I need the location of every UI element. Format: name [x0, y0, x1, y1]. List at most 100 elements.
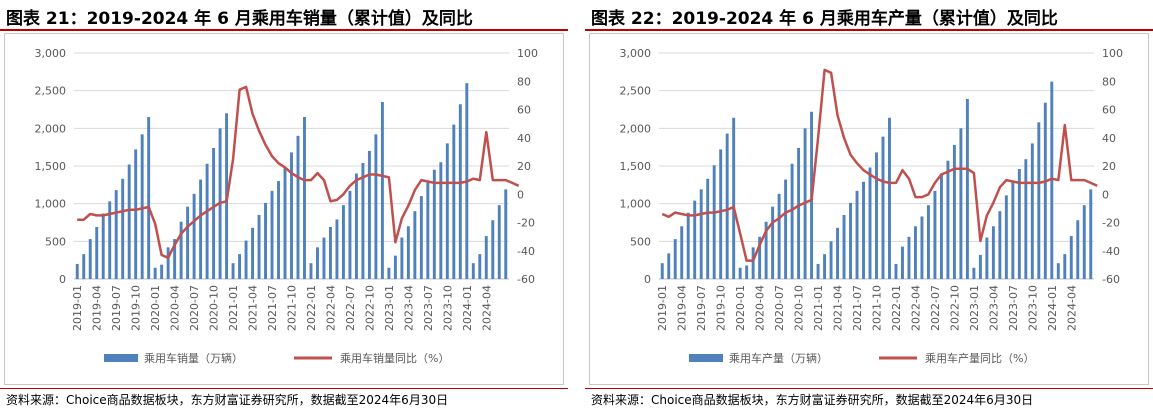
y-right-tick-label: 60 [1102, 104, 1116, 117]
y-left-tick-label: 1,000 [35, 198, 67, 211]
source-rule [585, 388, 1153, 389]
bar [393, 255, 397, 279]
bar [959, 128, 963, 279]
bar [719, 149, 723, 279]
bar [95, 227, 99, 279]
bar [998, 211, 1002, 279]
bar [413, 211, 417, 279]
bar [920, 216, 924, 279]
x-tick-label: 2023-04 [402, 285, 415, 331]
bar [972, 267, 976, 279]
x-tick-label: 2020-07 [188, 285, 201, 331]
bar [166, 247, 170, 279]
x-tick-label: 2022-01 [305, 285, 318, 331]
x-tick-label: 2022-10 [363, 285, 376, 331]
bar [445, 143, 449, 279]
bar [881, 136, 885, 279]
x-tick-label: 2023-04 [987, 285, 1000, 331]
x-tick-label: 2020-10 [208, 285, 221, 331]
bar [458, 104, 462, 279]
bar [231, 263, 235, 279]
bar [406, 226, 410, 279]
bar [1011, 181, 1015, 279]
bar [1056, 263, 1060, 279]
bar [283, 167, 287, 279]
bar [991, 226, 995, 279]
bar [341, 205, 345, 279]
x-tick-label: 2023-10 [441, 285, 454, 331]
chart-frame [4, 33, 564, 385]
y-left-tick-label: 0 [644, 273, 651, 286]
bar [380, 101, 384, 279]
x-tick-label: 2021-04 [247, 285, 260, 331]
bar [244, 240, 248, 279]
bar [667, 253, 671, 279]
bar [277, 181, 280, 279]
bar [212, 147, 216, 279]
x-tick-label: 2019-07 [110, 285, 123, 331]
x-tick-label: 2019-07 [695, 285, 708, 331]
bar [361, 162, 365, 279]
bar [478, 254, 482, 279]
x-tick-label: 2022-04 [324, 285, 337, 331]
bar [686, 212, 690, 279]
x-tick-label: 2019-10 [715, 285, 728, 331]
bar [127, 164, 131, 279]
bar [264, 202, 267, 279]
chart-title: 图表 21：2019-2024 年 6 月乘用车销量（累计值）及同比 [6, 9, 473, 29]
bar [75, 263, 79, 279]
y-right-tick-label: -60 [517, 273, 535, 286]
bar [140, 134, 144, 279]
bar [82, 254, 86, 279]
bar [926, 205, 930, 279]
x-tick-label: 2022-01 [890, 285, 903, 331]
bar [894, 263, 898, 279]
bar [901, 246, 904, 279]
y-left-tick-label: 2,500 [35, 85, 67, 98]
bar [205, 163, 209, 279]
bar [939, 173, 943, 279]
bar [1024, 159, 1028, 279]
bar [745, 265, 749, 279]
bar [771, 206, 775, 279]
x-tick-label: 2020-07 [773, 285, 786, 331]
y-right-tick-label: 40 [517, 132, 531, 145]
x-tick-label: 2024-04 [480, 285, 493, 331]
bar [257, 214, 261, 279]
bar [1037, 122, 1041, 279]
y-left-tick-label: 500 [630, 235, 651, 248]
x-tick-label: 2021-01 [227, 285, 240, 331]
legend-bar-label: 乘用车产量（万辆） [729, 351, 828, 365]
bar [1063, 254, 1067, 279]
bar [738, 267, 742, 279]
bar [1004, 195, 1008, 279]
bar [484, 236, 488, 279]
x-tick-label: 2022-10 [948, 285, 961, 331]
bar [251, 227, 255, 279]
bar [1043, 102, 1047, 279]
bar [335, 219, 339, 279]
bar [322, 237, 326, 279]
bar [797, 147, 801, 279]
bar [160, 264, 164, 279]
y-right-tick-label: 20 [517, 160, 531, 173]
bar [186, 206, 190, 279]
bar [875, 152, 878, 279]
x-tick-label: 2024-01 [1046, 285, 1059, 331]
y-left-tick-label: 0 [59, 273, 66, 286]
bar [732, 117, 736, 279]
bar [296, 135, 300, 279]
y-right-tick-label: 100 [517, 47, 538, 60]
y-left-tick-label: 3,000 [620, 47, 652, 60]
bar [419, 196, 423, 279]
source-note: 资料来源：Choice商品数据板块，东方财富证券研究所，数据截至2024年6月3… [6, 393, 449, 407]
bar [660, 263, 664, 279]
x-tick-label: 2023-07 [422, 285, 435, 331]
y-left-tick-label: 2,000 [620, 122, 652, 135]
bar [1050, 81, 1054, 279]
bar [179, 221, 183, 279]
title-rule [585, 29, 1153, 31]
chart-svg: 3,000 2,500 2,000 1,500 1,000 500 0 100 80 60 40 20… [620, 47, 1124, 365]
y-left-tick-label: 1,500 [620, 160, 652, 173]
bar [354, 173, 358, 279]
